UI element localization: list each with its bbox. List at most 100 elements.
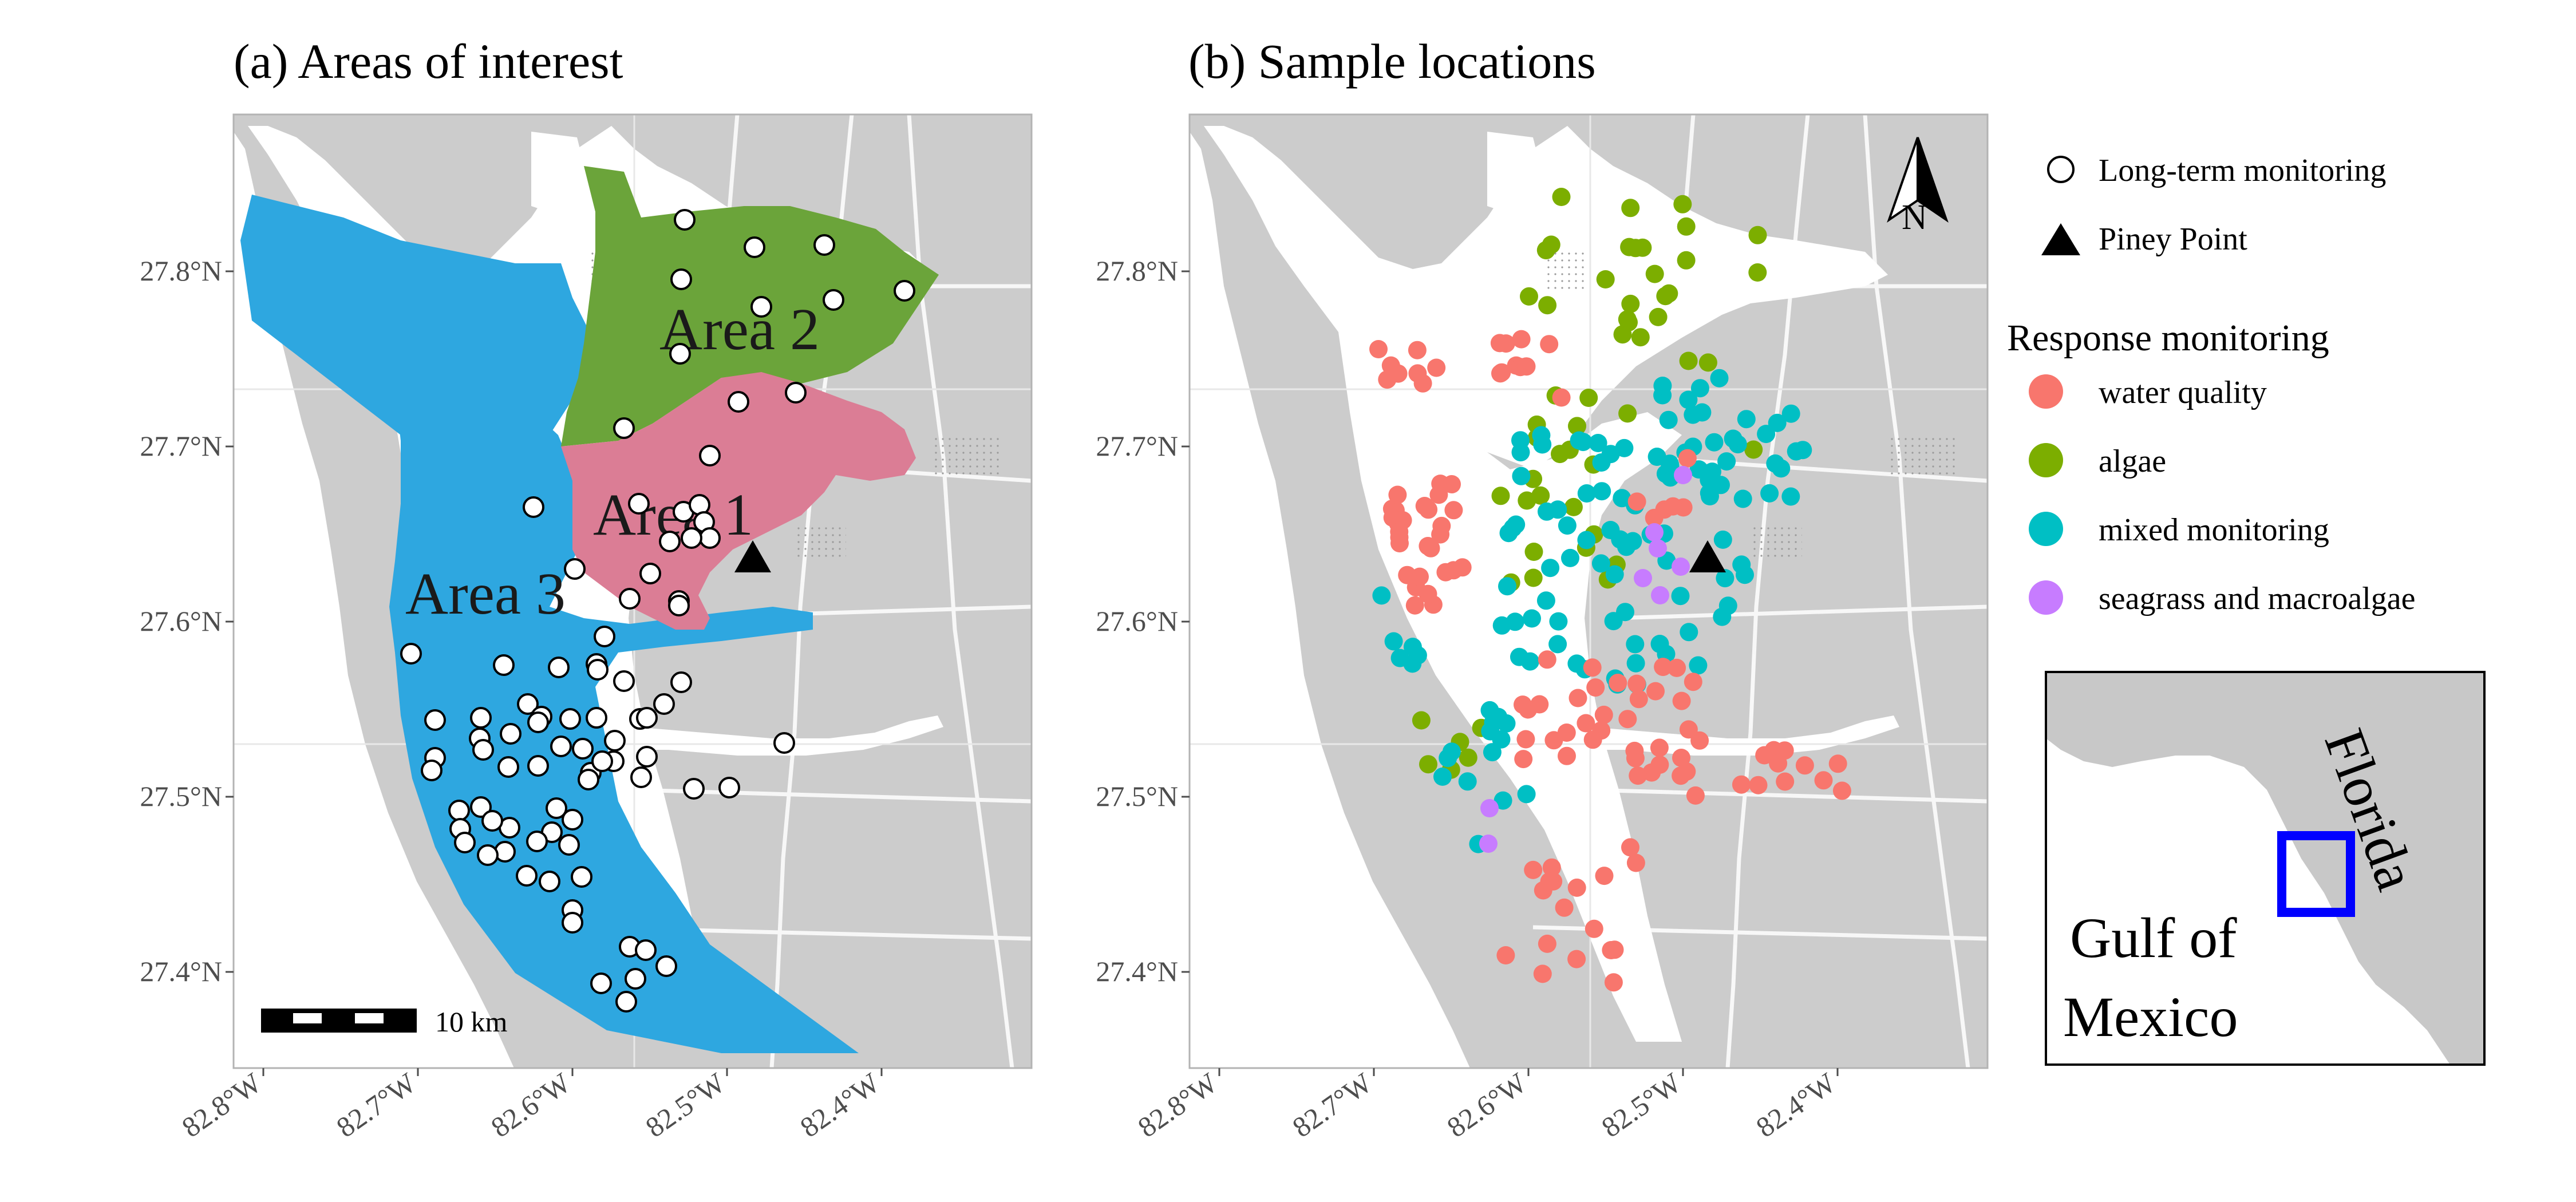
response-point (1626, 635, 1645, 654)
long-term-station (546, 797, 567, 819)
response-point (1717, 452, 1736, 471)
long-term-station (497, 756, 519, 778)
scale-bar-label: 10 km (435, 1006, 508, 1038)
long-term-station (481, 810, 503, 832)
long-term-station (550, 736, 572, 757)
long-term-station (500, 723, 521, 745)
response-point (1412, 711, 1431, 730)
response-point (1674, 466, 1692, 484)
response-point (1532, 426, 1551, 445)
y-tick-label: 27.4°N (1096, 955, 1178, 987)
response-point (1781, 404, 1800, 423)
response-point (1577, 484, 1596, 503)
response-point (1480, 701, 1499, 719)
legend-seagrass-symbol (2029, 580, 2063, 615)
response-point (1678, 449, 1697, 468)
long-term-station (773, 732, 795, 754)
response-point (1679, 351, 1698, 370)
response-point (1604, 973, 1623, 992)
legend-ltm-symbol (2047, 156, 2075, 183)
response-point (1561, 548, 1579, 567)
response-point (1672, 691, 1691, 710)
piney-point-marker-a (734, 540, 771, 572)
response-point (1679, 390, 1698, 409)
long-term-station (636, 707, 658, 729)
response-point (1626, 853, 1645, 872)
long-term-station (472, 739, 494, 761)
inset-gulf-label-2: Mexico (2063, 985, 2238, 1049)
piney-point-marker-b (1689, 540, 1726, 572)
long-term-station (604, 730, 626, 752)
y-tick-label: 27.6°N (1096, 605, 1178, 637)
response-point (1419, 537, 1437, 555)
response-point (1518, 491, 1536, 510)
response-point (1621, 838, 1639, 857)
response-point (1618, 310, 1637, 329)
response-point (1737, 410, 1756, 429)
response-point (1444, 561, 1463, 580)
response-point (1552, 188, 1571, 206)
x-tick-label: 82.4°W (1750, 1066, 1841, 1144)
response-point (1552, 388, 1571, 407)
y-tick-label: 27.5°N (140, 780, 222, 812)
response-point (1542, 858, 1561, 877)
response-point (1511, 443, 1530, 462)
long-term-station (578, 769, 599, 790)
long-term-station (668, 595, 690, 616)
response-point (1744, 440, 1763, 459)
response-point (1538, 650, 1556, 669)
long-term-station (516, 865, 538, 887)
panel-b-title: (b) Sample locations (1188, 34, 1596, 89)
response-point (1492, 730, 1511, 749)
response-point (1832, 781, 1851, 800)
response-point (1689, 656, 1708, 675)
response-point (1549, 612, 1568, 631)
response-point (1672, 749, 1690, 767)
area3-label: Area 3 (405, 561, 566, 627)
response-point (1673, 195, 1692, 213)
response-point (1705, 433, 1724, 452)
long-term-station (683, 778, 705, 800)
legend-piney-symbol (2041, 223, 2080, 255)
long-term-station (400, 643, 422, 665)
long-term-station (628, 493, 650, 515)
response-point (1772, 459, 1791, 478)
response-point (1408, 341, 1427, 359)
response-point (1458, 772, 1477, 791)
response-point (1618, 404, 1637, 423)
x-tick-label: 82.6°W (1441, 1066, 1532, 1144)
x-tick-label: 82.6°W (485, 1066, 576, 1144)
response-point (1389, 364, 1408, 383)
response-point (1577, 531, 1596, 549)
response-point (1716, 569, 1735, 588)
response-point (1671, 587, 1690, 606)
response-point (1558, 516, 1577, 535)
response-point (1757, 425, 1776, 444)
response-point (1755, 746, 1774, 765)
response-point (1490, 334, 1509, 353)
long-term-station (477, 844, 499, 866)
response-point (1557, 723, 1576, 742)
response-point (1712, 476, 1730, 495)
y-tick-label: 27.4°N (140, 955, 222, 987)
response-points (1369, 188, 1851, 992)
response-point (1577, 714, 1595, 733)
response-point (1574, 433, 1593, 452)
long-term-station (681, 527, 702, 549)
long-term-station (448, 800, 470, 821)
long-term-station (590, 972, 612, 994)
response-point (1668, 658, 1686, 677)
long-term-station (591, 750, 613, 772)
response-point (1601, 445, 1620, 464)
legend-piney-label: Piney Point (2099, 222, 2247, 257)
legend-mixed-label: mixed monitoring (2099, 512, 2329, 548)
response-point (1491, 364, 1510, 383)
long-term-station (523, 496, 544, 518)
response-point (1626, 654, 1645, 673)
response-point (1650, 635, 1669, 653)
legend: Long-term monitoring Piney Point Respons… (2007, 153, 2416, 616)
response-point (1664, 497, 1682, 516)
long-term-station (613, 417, 635, 439)
response-point (1390, 649, 1409, 667)
response-point (1650, 756, 1669, 774)
